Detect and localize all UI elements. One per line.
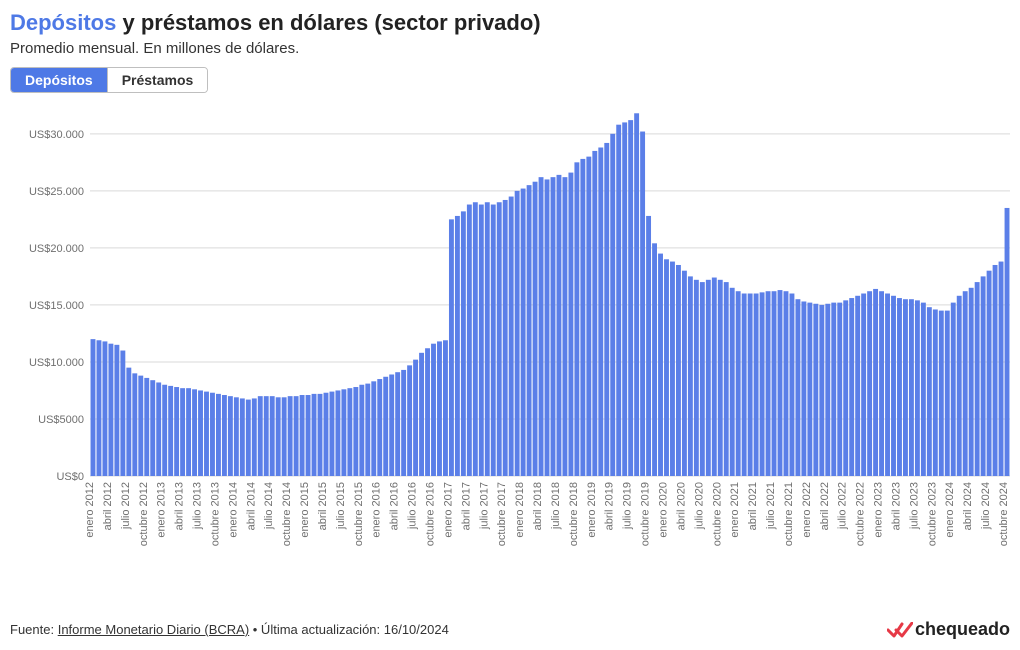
svg-text:abril 2021: abril 2021 (747, 482, 759, 530)
svg-text:US$25.000: US$25.000 (29, 186, 84, 198)
svg-text:enero 2015: enero 2015 (299, 482, 311, 538)
svg-text:julio 2013: julio 2013 (192, 482, 204, 530)
svg-text:enero 2020: enero 2020 (657, 482, 669, 538)
chart-title: Depósitos y préstamos en dólares (sector… (10, 10, 1010, 36)
tab-group: Depósitos Préstamos (10, 67, 208, 93)
bar-chart: US$0 US$5000 US$10.000 US$15.000 US$20.000 US… (10, 111, 1010, 581)
svg-text:abril 2018: abril 2018 (532, 482, 544, 530)
svg-text:enero 2018: enero 2018 (514, 482, 526, 538)
svg-text:julio 2021: julio 2021 (765, 482, 777, 530)
svg-text:abril 2024: abril 2024 (962, 482, 974, 530)
svg-text:julio 2012: julio 2012 (120, 482, 132, 530)
footer: Fuente: Informe Monetario Diario (BCRA) … (10, 619, 1010, 640)
svg-text:enero 2023: enero 2023 (873, 482, 885, 538)
svg-text:US$20.000: US$20.000 (29, 243, 84, 255)
svg-text:abril 2013: abril 2013 (174, 482, 186, 530)
svg-text:US$30.000: US$30.000 (29, 129, 84, 141)
svg-text:octubre 2022: octubre 2022 (855, 482, 867, 546)
svg-text:enero 2017: enero 2017 (442, 482, 454, 538)
svg-text:octubre 2013: octubre 2013 (209, 482, 221, 546)
svg-text:abril 2017: abril 2017 (460, 482, 472, 530)
svg-text:US$10.000: US$10.000 (29, 357, 84, 369)
svg-text:enero 2016: enero 2016 (371, 482, 383, 538)
svg-text:US$0: US$0 (56, 471, 84, 483)
title-rest: y préstamos en dólares (sector privado) (116, 10, 540, 35)
title-highlight: Depósitos (10, 10, 116, 35)
svg-text:enero 2024: enero 2024 (944, 482, 956, 538)
svg-text:abril 2023: abril 2023 (890, 482, 902, 530)
svg-text:octubre 2016: octubre 2016 (425, 482, 437, 546)
svg-text:abril 2012: abril 2012 (102, 482, 114, 530)
svg-text:abril 2020: abril 2020 (675, 482, 687, 530)
chart-area: US$0 US$5000 US$10.000 US$15.000 US$20.000 US… (10, 111, 1010, 581)
svg-text:julio 2015: julio 2015 (335, 482, 347, 530)
svg-text:octubre 2014: octubre 2014 (281, 482, 293, 546)
svg-text:abril 2015: abril 2015 (317, 482, 329, 530)
svg-text:julio 2024: julio 2024 (980, 482, 992, 530)
tab-depositos[interactable]: Depósitos (11, 68, 107, 92)
svg-text:octubre 2024: octubre 2024 (998, 482, 1010, 546)
svg-text:octubre 2017: octubre 2017 (496, 482, 508, 546)
svg-text:julio 2014: julio 2014 (263, 482, 275, 530)
svg-text:julio 2023: julio 2023 (908, 482, 920, 530)
svg-text:octubre 2021: octubre 2021 (783, 482, 795, 546)
check-icon (887, 622, 913, 638)
svg-text:octubre 2023: octubre 2023 (926, 482, 938, 546)
svg-text:abril 2014: abril 2014 (245, 482, 257, 530)
svg-text:octubre 2018: octubre 2018 (568, 482, 580, 546)
svg-text:julio 2018: julio 2018 (550, 482, 562, 530)
svg-text:US$5000: US$5000 (38, 414, 84, 426)
brand-logo: chequeado (887, 619, 1010, 640)
tab-prestamos[interactable]: Préstamos (107, 68, 208, 92)
brand-text: chequeado (915, 619, 1010, 640)
svg-text:enero 2014: enero 2014 (227, 482, 239, 538)
svg-text:julio 2022: julio 2022 (837, 482, 849, 530)
svg-text:enero 2021: enero 2021 (729, 482, 741, 538)
svg-text:julio 2020: julio 2020 (693, 482, 705, 530)
svg-text:abril 2016: abril 2016 (389, 482, 401, 530)
svg-text:enero 2013: enero 2013 (156, 482, 168, 538)
svg-text:abril 2022: abril 2022 (819, 482, 831, 530)
svg-text:enero 2012: enero 2012 (84, 482, 96, 538)
svg-text:enero 2019: enero 2019 (586, 482, 598, 538)
svg-text:US$15.000: US$15.000 (29, 300, 84, 312)
svg-text:enero 2022: enero 2022 (801, 482, 813, 538)
source-link[interactable]: Informe Monetario Diario (BCRA) (58, 622, 249, 637)
svg-text:octubre 2012: octubre 2012 (138, 482, 150, 546)
svg-text:julio 2019: julio 2019 (622, 482, 634, 530)
svg-text:octubre 2020: octubre 2020 (711, 482, 723, 546)
svg-text:octubre 2019: octubre 2019 (640, 482, 652, 546)
svg-text:abril 2019: abril 2019 (604, 482, 616, 530)
source-text: Fuente: Informe Monetario Diario (BCRA) … (10, 622, 449, 637)
svg-text:julio 2016: julio 2016 (407, 482, 419, 530)
svg-text:octubre 2015: octubre 2015 (353, 482, 365, 546)
svg-text:julio 2017: julio 2017 (478, 482, 490, 530)
chart-subtitle: Promedio mensual. En millones de dólares… (10, 40, 1010, 57)
